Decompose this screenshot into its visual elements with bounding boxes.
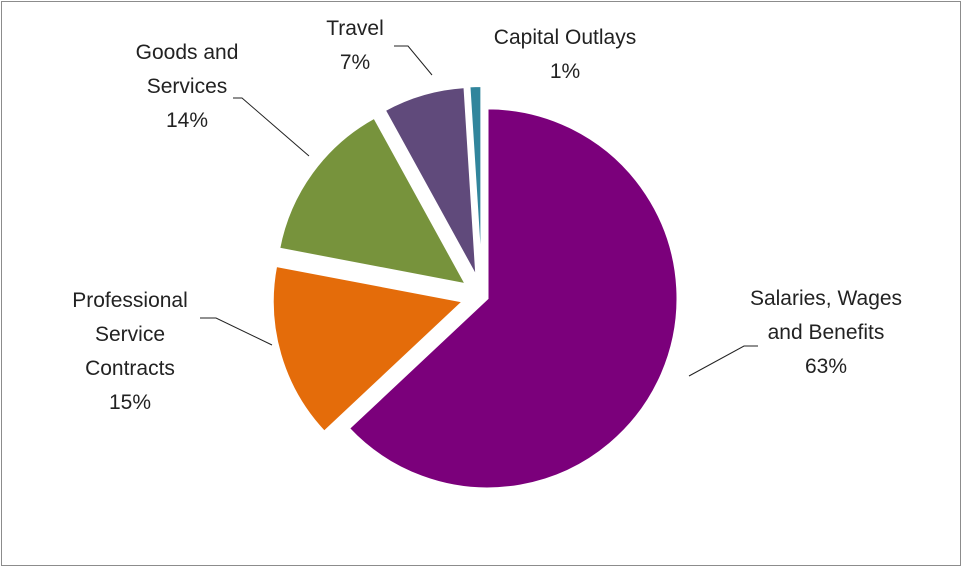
slice-category-label: Services: [147, 75, 228, 98]
slice-category-label: Capital Outlays: [494, 26, 636, 49]
slice-category-label: Professional: [72, 289, 188, 312]
pie-slice: [347, 107, 679, 490]
slice-percent-label: 1%: [550, 60, 580, 83]
slice-category-label: Goods and: [136, 41, 239, 64]
pie-slice: [271, 264, 465, 434]
leader-line: [200, 317, 273, 346]
leader-line: [394, 45, 433, 76]
pie-slice: [383, 86, 478, 278]
slice-data-label: Goods and Services 14%: [136, 41, 239, 132]
slice-percent-label: 15%: [109, 391, 151, 414]
slice-percent-label: 14%: [166, 109, 208, 132]
slice-data-label: Capital Outlays 1%: [494, 26, 636, 83]
slice-percent-label: 7%: [340, 51, 370, 74]
pie-slice: [468, 85, 483, 277]
leader-line: [233, 97, 310, 157]
slice-category-label: Contracts: [85, 357, 175, 380]
slice-data-label: Travel 7%: [326, 17, 384, 74]
slice-category-label: and Benefits: [768, 321, 885, 344]
slice-data-label: Salaries, Wages and Benefits 63%: [750, 287, 902, 378]
leader-line: [688, 345, 758, 377]
slice-percent-label: 63%: [805, 355, 847, 378]
pie-slice: [278, 116, 468, 286]
slice-category-label: Salaries, Wages: [750, 287, 902, 310]
slice-category-label: Travel: [326, 17, 384, 40]
slice-category-label: Service: [95, 323, 165, 346]
slice-data-label: Professional Service Contracts 15%: [72, 289, 188, 414]
